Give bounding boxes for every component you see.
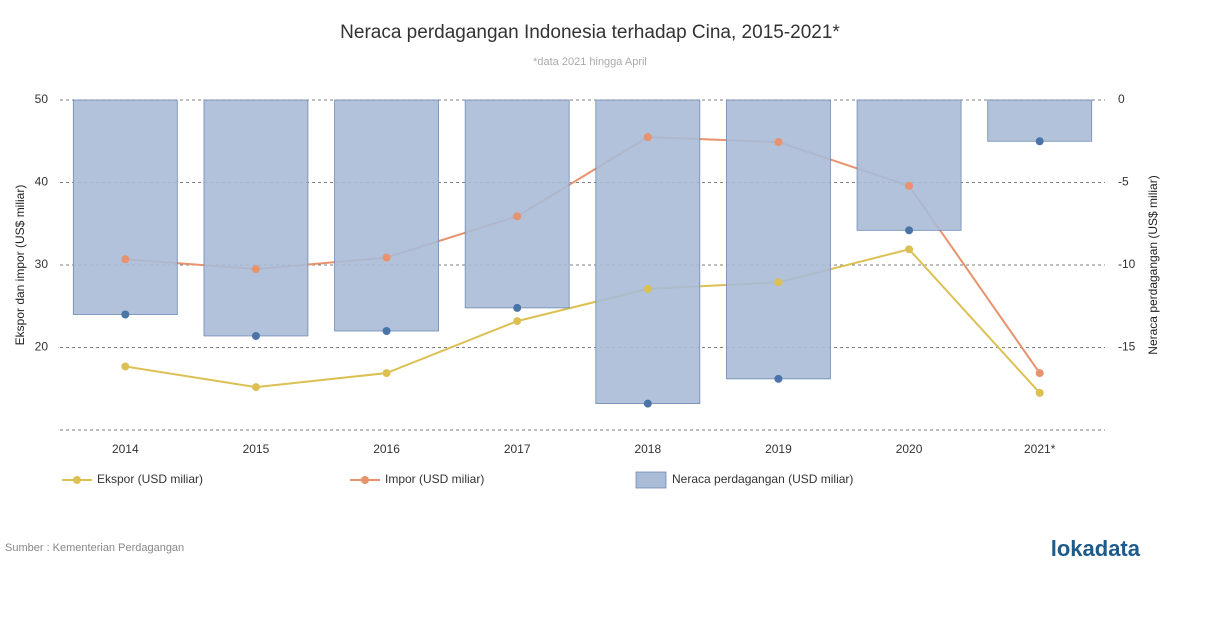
x-tick-label: 2018 — [634, 442, 661, 456]
line-point — [1035, 369, 1044, 378]
line-point — [251, 383, 260, 392]
bar — [987, 99, 1093, 142]
x-tick-label: 2019 — [765, 442, 792, 456]
y2-tick-label: 0 — [1118, 92, 1125, 106]
line-point — [643, 284, 652, 293]
line-point — [513, 212, 522, 221]
brand-logo: lokadata — [1051, 536, 1141, 561]
chart-subtitle: *data 2021 hingga April — [533, 56, 647, 68]
bar — [464, 99, 570, 309]
line-point — [774, 138, 783, 147]
legend-label: Neraca perdagangan (USD miliar) — [672, 472, 853, 486]
y-tick-label: 30 — [35, 257, 49, 271]
y2-tick-label: -15 — [1118, 340, 1136, 354]
y2-tick-label: -5 — [1118, 175, 1129, 189]
line-point — [121, 255, 130, 264]
y-tick-label: 50 — [35, 92, 49, 106]
bar — [856, 99, 962, 231]
legend-dot — [73, 476, 81, 484]
x-tick-label: 2017 — [504, 442, 531, 456]
bar-point — [382, 327, 391, 335]
legend-dot — [361, 476, 369, 484]
bar-point — [643, 399, 652, 408]
line-point — [382, 369, 391, 378]
line-point — [382, 253, 391, 262]
x-tick-label: 2021* — [1024, 442, 1056, 456]
legend-label: Impor (USD miliar) — [385, 472, 484, 486]
source: Sumber : Kementerian Perdagangan — [5, 542, 184, 554]
bar — [203, 99, 309, 337]
line-point — [905, 181, 914, 190]
line-point — [121, 362, 130, 371]
line — [125, 248, 1041, 394]
bar — [334, 99, 439, 332]
bar-point — [513, 303, 522, 312]
line-point — [774, 278, 783, 287]
chart-title: Neraca perdagangan Indonesia terhadap Ci… — [340, 22, 840, 43]
legend-swatch — [635, 471, 667, 489]
legend-label: Ekspor (USD miliar) — [97, 472, 203, 486]
y-axis-title: Ekspor dan impor (US$ miliar) — [13, 185, 27, 346]
x-tick-label: 2015 — [243, 442, 270, 456]
line-point — [905, 245, 914, 254]
line-point — [1035, 388, 1044, 397]
line-point — [643, 133, 652, 142]
y2-axis-title: Neraca perdagangan (US$ miliar) — [1146, 175, 1160, 354]
line-point — [513, 317, 522, 326]
bar — [72, 99, 178, 315]
y2-tick-label: -10 — [1118, 257, 1136, 271]
bar-point — [774, 374, 783, 383]
line-point — [251, 265, 260, 274]
bar-point — [1035, 137, 1044, 146]
bar-point — [251, 331, 260, 340]
y-tick-label: 20 — [35, 340, 49, 354]
y-tick-label: 40 — [35, 175, 49, 189]
bar-point — [121, 310, 130, 319]
x-tick-label: 2020 — [896, 442, 923, 456]
x-tick-label: 2014 — [112, 442, 139, 456]
x-tick-label: 2016 — [373, 442, 400, 456]
bar — [595, 99, 701, 405]
bar-point — [905, 226, 914, 235]
